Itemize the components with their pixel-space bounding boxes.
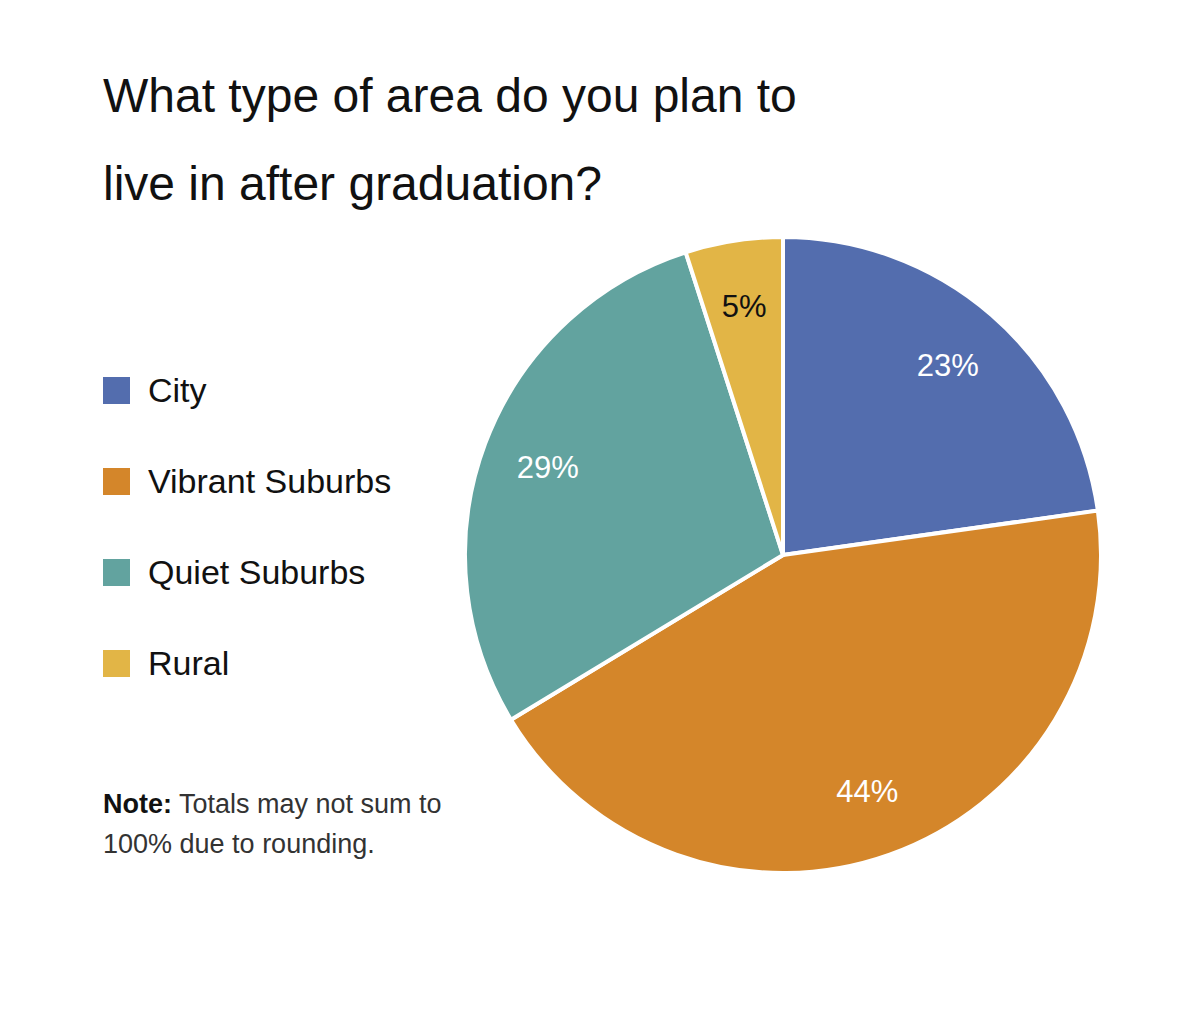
svg-text:29%: 29% xyxy=(517,450,579,485)
svg-text:5%: 5% xyxy=(722,289,767,324)
html-text:City: City xyxy=(148,371,207,409)
svg-text:23%: 23% xyxy=(917,348,979,383)
html-text:Quiet Suburbs: Quiet Suburbs xyxy=(148,553,366,591)
html-text:What type of area do you plan: What type of area do you plan to live in… xyxy=(103,69,797,210)
html-text:Vibrant Suburbs: Vibrant Suburbs xyxy=(148,462,392,500)
svg-text:44%: 44% xyxy=(836,774,898,809)
html-text:Note: Totals may not sum to 10: Note: Totals may not sum to 100% due to … xyxy=(103,789,442,859)
html-text:Rural: Rural xyxy=(148,644,230,682)
